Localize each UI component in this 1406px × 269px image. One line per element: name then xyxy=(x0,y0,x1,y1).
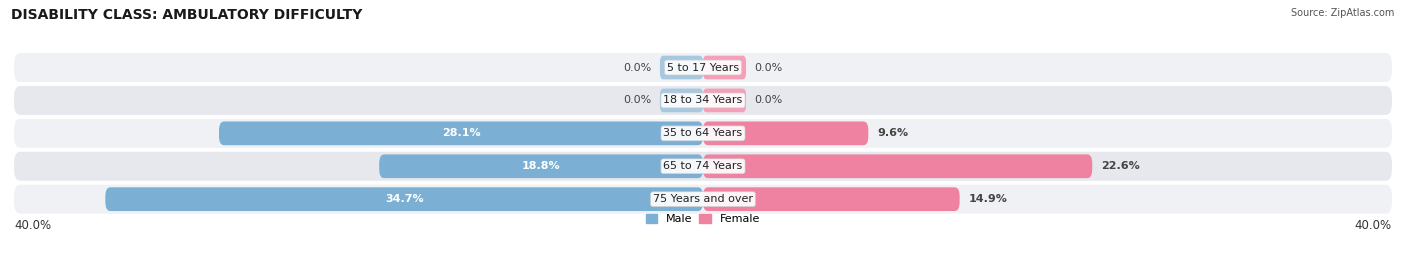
FancyBboxPatch shape xyxy=(14,119,1392,148)
FancyBboxPatch shape xyxy=(659,89,703,112)
FancyBboxPatch shape xyxy=(659,56,703,79)
Text: 40.0%: 40.0% xyxy=(1355,219,1392,232)
FancyBboxPatch shape xyxy=(14,86,1392,115)
FancyBboxPatch shape xyxy=(14,185,1392,214)
Legend: Male, Female: Male, Female xyxy=(641,210,765,229)
Text: 22.6%: 22.6% xyxy=(1101,161,1140,171)
Text: 35 to 64 Years: 35 to 64 Years xyxy=(664,128,742,138)
FancyBboxPatch shape xyxy=(703,89,747,112)
Text: 18 to 34 Years: 18 to 34 Years xyxy=(664,95,742,105)
FancyBboxPatch shape xyxy=(703,154,1092,178)
FancyBboxPatch shape xyxy=(703,56,747,79)
Text: 0.0%: 0.0% xyxy=(623,62,651,73)
Text: 18.8%: 18.8% xyxy=(522,161,561,171)
Text: 0.0%: 0.0% xyxy=(623,95,651,105)
Text: 34.7%: 34.7% xyxy=(385,194,423,204)
FancyBboxPatch shape xyxy=(219,122,703,145)
FancyBboxPatch shape xyxy=(703,187,960,211)
Text: 9.6%: 9.6% xyxy=(877,128,908,138)
Text: DISABILITY CLASS: AMBULATORY DIFFICULTY: DISABILITY CLASS: AMBULATORY DIFFICULTY xyxy=(11,8,363,22)
Text: 40.0%: 40.0% xyxy=(14,219,51,232)
FancyBboxPatch shape xyxy=(380,154,703,178)
FancyBboxPatch shape xyxy=(14,53,1392,82)
Text: 28.1%: 28.1% xyxy=(441,128,481,138)
FancyBboxPatch shape xyxy=(14,152,1392,181)
Text: 14.9%: 14.9% xyxy=(969,194,1007,204)
Text: 0.0%: 0.0% xyxy=(755,95,783,105)
Text: 0.0%: 0.0% xyxy=(755,62,783,73)
Text: 65 to 74 Years: 65 to 74 Years xyxy=(664,161,742,171)
FancyBboxPatch shape xyxy=(703,122,869,145)
Text: 75 Years and over: 75 Years and over xyxy=(652,194,754,204)
FancyBboxPatch shape xyxy=(105,187,703,211)
Text: 5 to 17 Years: 5 to 17 Years xyxy=(666,62,740,73)
Text: Source: ZipAtlas.com: Source: ZipAtlas.com xyxy=(1291,8,1395,18)
